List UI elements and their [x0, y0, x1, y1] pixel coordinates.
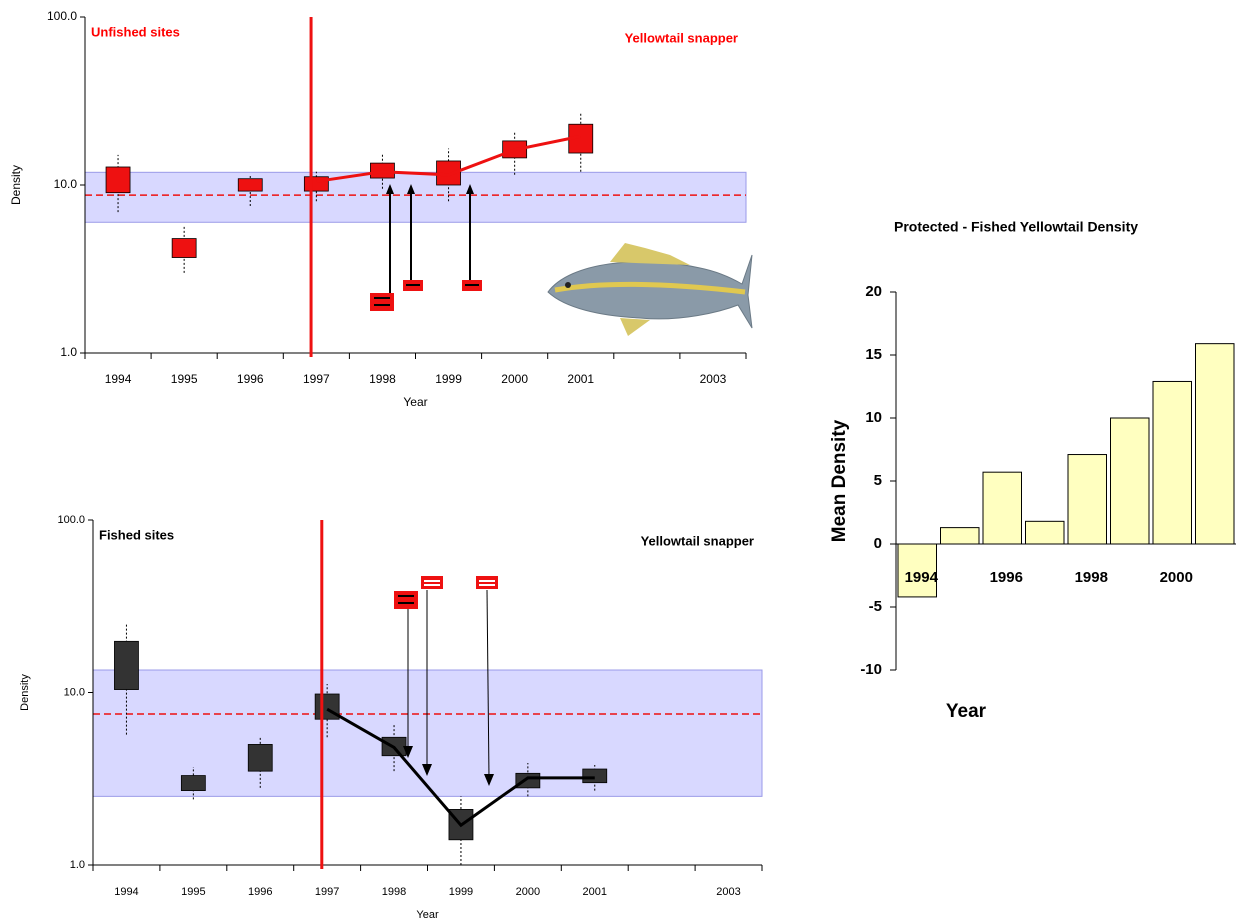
- equal-icon: [394, 591, 418, 609]
- equal-icon: [406, 284, 420, 286]
- box: [106, 167, 130, 193]
- equal-icon: [398, 595, 414, 597]
- bar: [1153, 381, 1192, 544]
- x-axis-label: Year: [946, 701, 987, 722]
- chart-title: Fished sites: [99, 527, 174, 542]
- x-tick-label: 2000: [1160, 569, 1193, 586]
- x-tick-label: 1997: [303, 372, 330, 386]
- box: [248, 744, 272, 771]
- x-tick-label: 1999: [435, 372, 462, 386]
- fish-fin: [610, 243, 690, 265]
- y-tick-label: -5: [869, 598, 882, 615]
- box: [181, 776, 205, 791]
- y-axis-label: Density: [19, 674, 31, 711]
- x-tick-label: 1998: [382, 886, 406, 898]
- x-tick-label: 1998: [1075, 569, 1108, 586]
- x-axis-label: Year: [416, 909, 439, 921]
- y-tick-label: 10.0: [54, 177, 78, 191]
- y-axis-label: Density: [9, 165, 23, 205]
- equal-icon: [370, 293, 394, 311]
- reference-band: [85, 172, 746, 222]
- y-tick-label: 20: [865, 283, 882, 300]
- box: [238, 179, 262, 191]
- bar: [983, 472, 1022, 544]
- x-tick-label: 1995: [181, 886, 205, 898]
- y-tick-label: 1.0: [70, 859, 85, 871]
- bar: [1068, 455, 1107, 544]
- x-tick-label: 1994: [114, 886, 138, 898]
- y-tick-label: -10: [860, 661, 882, 678]
- box: [516, 773, 540, 788]
- equal-icon: [374, 304, 390, 306]
- equal-icon: [374, 297, 390, 299]
- x-tick-label: 1998: [369, 372, 396, 386]
- fish-eye: [565, 282, 571, 288]
- equal-icon: [424, 584, 440, 586]
- chart-title: Unfished sites: [91, 24, 180, 39]
- equal-icon: [465, 284, 479, 286]
- box: [583, 769, 607, 783]
- bar: [941, 528, 980, 544]
- chart-subtitle: Yellowtail snapper: [625, 30, 738, 45]
- y-tick-label: 0: [874, 535, 882, 552]
- x-tick-label: 2003: [716, 886, 740, 898]
- y-tick-label: 10: [865, 409, 882, 426]
- x-tick-label: 2001: [583, 886, 607, 898]
- box: [172, 239, 196, 258]
- y-tick-label: 100.0: [47, 9, 77, 23]
- x-tick-label: 1994: [105, 372, 132, 386]
- x-tick-label: 1995: [171, 372, 198, 386]
- y-tick-label: 5: [874, 472, 882, 489]
- figure: 1.0 10.0 100.0 1994 1995 1996 1997 1998 1999 2000…: [0, 0, 1239, 924]
- x-tick-label: 1996: [990, 569, 1023, 586]
- chart-title: Protected - Fished Yellowtail Density: [894, 219, 1138, 235]
- y-tick-label: 1.0: [60, 345, 77, 359]
- equal-icon: [424, 580, 440, 582]
- equal-icons: [370, 280, 498, 609]
- equal-icon: [421, 576, 443, 589]
- equal-icon: [398, 602, 414, 604]
- x-tick-label: 1999: [449, 886, 473, 898]
- equal-icon: [476, 576, 498, 589]
- equal-icon: [479, 580, 495, 582]
- y-axis-label: Mean Density: [829, 419, 850, 542]
- x-tick-label: 1994: [905, 569, 939, 586]
- x-axis-label: Year: [403, 395, 427, 409]
- x-tick-label: 1997: [315, 886, 339, 898]
- x-tick-label: 2003: [700, 372, 727, 386]
- x-tick-label: 1996: [248, 886, 272, 898]
- x-tick-label: 2000: [501, 372, 528, 386]
- fish-fin: [620, 318, 650, 336]
- x-tick-label: 2000: [516, 886, 540, 898]
- bar: [1026, 521, 1065, 544]
- x-tick-label: 1996: [237, 372, 264, 386]
- box: [114, 641, 138, 689]
- y-tick-label: 10.0: [64, 686, 85, 698]
- chart-subtitle: Yellowtail snapper: [641, 533, 754, 548]
- y-tick-label: 15: [865, 346, 882, 363]
- y-tick-label: 100.0: [57, 514, 85, 526]
- equal-icon: [479, 584, 495, 586]
- x-tick-label: 2001: [567, 372, 594, 386]
- bar: [1196, 344, 1235, 544]
- fish-illustration: [548, 243, 752, 336]
- bar: [1111, 418, 1150, 544]
